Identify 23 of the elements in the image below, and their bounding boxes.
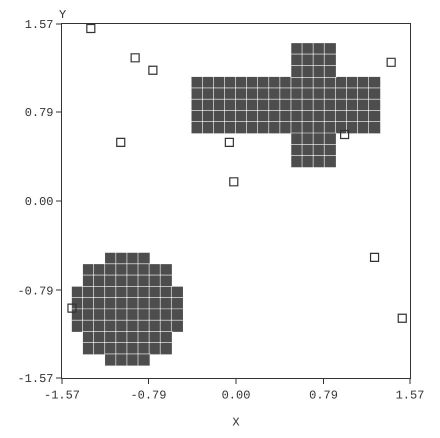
point	[67, 304, 77, 313]
point	[86, 24, 96, 34]
point	[386, 58, 396, 67]
x-tick-label: -1.57	[44, 388, 80, 402]
y-axis-title: Y	[59, 8, 66, 22]
x-tick-label: -0.79	[130, 388, 166, 402]
point	[130, 53, 140, 62]
point	[340, 130, 350, 140]
y-tick-label: 0.00	[24, 195, 54, 210]
x-tick-label: 0.00	[222, 388, 250, 402]
y-tick-label: -1.57	[17, 372, 54, 386]
x-axis-title: X	[232, 415, 240, 430]
y-tick-label: 0.79	[24, 106, 54, 120]
y-tick-label: -0.79	[17, 284, 54, 298]
y-tick-label: 1.57	[24, 18, 54, 32]
point	[229, 177, 238, 186]
x-tick-label: 0.79	[309, 388, 338, 402]
point	[148, 66, 158, 75]
point	[398, 314, 407, 323]
x-tick-label: 1.57	[396, 388, 424, 402]
point	[116, 138, 126, 147]
point	[224, 138, 234, 147]
point	[370, 252, 380, 262]
